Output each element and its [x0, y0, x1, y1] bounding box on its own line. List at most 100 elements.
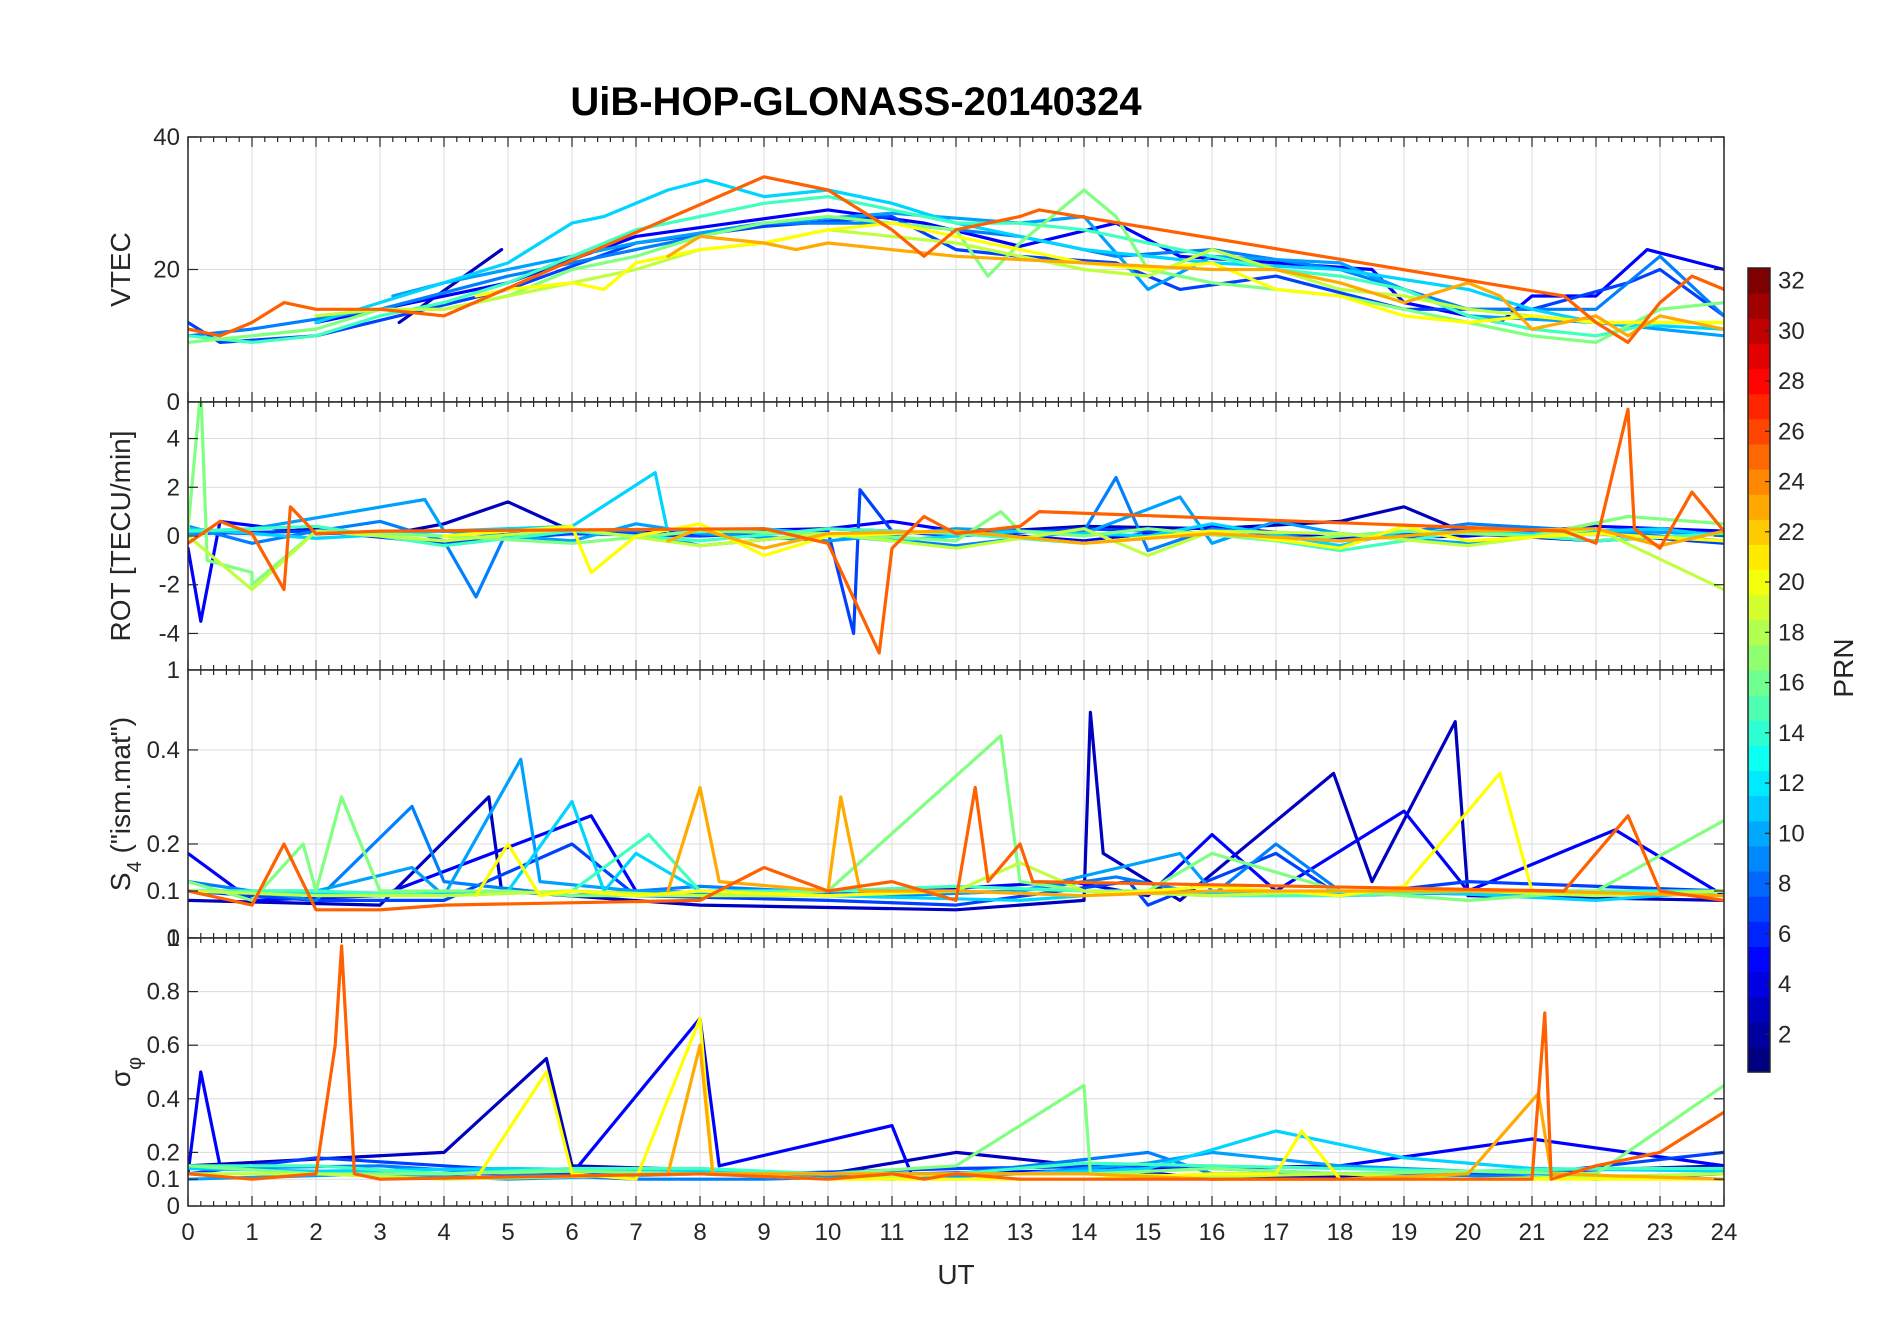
colorbar-tick-label: 8 — [1778, 871, 1791, 898]
x-tick-label: 23 — [1647, 1219, 1674, 1246]
colorbar-segment — [1748, 544, 1770, 571]
panel-vtec: 0 20 40 VTEC — [105, 124, 1725, 416]
x-tick-label: 24 — [1711, 1219, 1738, 1246]
y-axis-label: ROT [TECU/min] — [105, 430, 136, 641]
y-axis-label: σφ — [105, 1057, 146, 1087]
colorbar-segment — [1748, 1046, 1770, 1073]
colorbar-segment — [1748, 770, 1770, 797]
x-tick-label: 10 — [815, 1219, 842, 1246]
colorbar-segment — [1748, 1021, 1770, 1048]
x-tick-label: 0 — [181, 1219, 194, 1246]
x-tick-label: 13 — [1007, 1219, 1034, 1246]
colorbar-segment — [1748, 494, 1770, 520]
y-tick-label: 0.4 — [147, 1086, 180, 1113]
x-tick-label: 22 — [1583, 1219, 1610, 1246]
x-tick-label: 12 — [943, 1219, 970, 1246]
colorbar-tick-label: 20 — [1778, 569, 1805, 596]
series-line-prn-24 — [188, 407, 1724, 655]
series-line-prn-4 — [314, 208, 1724, 325]
colorbar-segment — [1748, 720, 1770, 746]
colorbar-segment — [1748, 745, 1770, 772]
colorbar-tick-label: 16 — [1778, 670, 1805, 697]
series-group — [188, 944, 1724, 1181]
colorbar-tick-label: 2 — [1778, 1021, 1791, 1048]
y-tick-label: 0.1 — [147, 1166, 180, 1193]
y-tick-label: 0 — [167, 925, 180, 952]
colorbar-segment — [1748, 519, 1770, 545]
series-line-prn-22 — [666, 527, 1724, 550]
y-tick-label: 20 — [153, 257, 180, 284]
colorbar-segment — [1748, 820, 1770, 847]
x-tick-labels: 0 1 2 3 4 5 6 7 8 9 10 11 12 13 14 15 16 17 18 19 20 21 22 23 24 — [181, 1219, 1737, 1246]
x-tick-label: 8 — [693, 1219, 706, 1246]
y-tick-label: 40 — [153, 124, 180, 151]
x-tick-label: 4 — [437, 1219, 450, 1246]
colorbar-segment — [1748, 619, 1770, 646]
colorbar-tick-label: 14 — [1778, 720, 1805, 747]
x-tick-label: 6 — [565, 1219, 578, 1246]
y-axis-label: VTEC — [105, 232, 136, 307]
y-tick-label: 1 — [167, 657, 180, 684]
series-line-prn-20 — [474, 221, 1724, 325]
series-line-prn-22 — [666, 234, 1724, 338]
y-tick-label: -2 — [159, 572, 180, 599]
x-tick-label: 9 — [757, 1219, 770, 1246]
colorbar-tick-label: 26 — [1778, 418, 1805, 445]
colorbar-segment — [1748, 971, 1770, 998]
colorbar-segment — [1748, 644, 1770, 671]
y-tick-label: 0.4 — [147, 737, 180, 764]
colorbar-segment — [1748, 418, 1770, 445]
colorbar-segment — [1748, 469, 1770, 495]
colorbar-tick-label: 24 — [1778, 469, 1805, 496]
colorbar-tick-label: 30 — [1778, 318, 1805, 345]
series-group — [188, 402, 1724, 655]
y-tick-label: -4 — [159, 620, 180, 647]
x-tick-label: 14 — [1071, 1219, 1098, 1246]
series-line-prn-24 — [188, 175, 1724, 344]
colorbar-tick-label: 10 — [1778, 820, 1805, 847]
chart-title: UiB-HOP-GLONASS-20140324 — [570, 80, 1142, 124]
colorbar-segment — [1748, 443, 1770, 470]
colorbar-tick-label: 28 — [1778, 368, 1805, 395]
x-tick-label: 18 — [1327, 1219, 1354, 1246]
y-tick-label: 0 — [167, 389, 180, 416]
colorbar-segment — [1748, 871, 1770, 897]
colorbar-tick-label: 4 — [1778, 971, 1791, 998]
colorbar-label: PRN — [1828, 638, 1859, 697]
colorbar-tick-label: 32 — [1778, 268, 1805, 295]
colorbar-tick-label: 6 — [1778, 921, 1791, 948]
series-line-prn-14 — [188, 195, 1724, 344]
colorbar-tick-label: 18 — [1778, 619, 1805, 646]
y-tick-label: 0.2 — [147, 1139, 180, 1166]
colorbar-segment — [1748, 268, 1770, 294]
y-tick-label: 0.6 — [147, 1032, 180, 1059]
y-tick-label: 4 — [167, 426, 180, 453]
x-tick-label: 11 — [880, 1219, 905, 1246]
colorbar-segment — [1748, 896, 1770, 922]
colorbar-segment — [1748, 569, 1770, 596]
colorbar-segment — [1748, 795, 1770, 822]
y-tick-label: 0.8 — [147, 979, 180, 1006]
colorbar-tick-label: 22 — [1778, 519, 1805, 546]
series-line-prn-16 — [188, 1083, 1724, 1176]
y-tick-label: 0 — [167, 523, 180, 550]
y-tick-label: 0 — [167, 1193, 180, 1220]
x-tick-label: 20 — [1455, 1219, 1482, 1246]
y-tick-label: 0.2 — [147, 831, 180, 858]
series-line-prn-4 — [188, 1016, 1724, 1176]
panel-s4: 0 0.1 0.2 0.4 1 S4 ("ism.mat") — [105, 657, 1725, 952]
series-line-prn-24 — [188, 944, 1724, 1181]
series-group — [188, 710, 1724, 912]
x-tick-label: 1 — [245, 1219, 258, 1246]
x-tick-label: 17 — [1263, 1219, 1290, 1246]
series-line-prn-18 — [314, 228, 1724, 325]
x-tick-label: 21 — [1519, 1219, 1546, 1246]
colorbar-segment — [1748, 368, 1770, 395]
colorbar-segment — [1748, 594, 1770, 621]
x-axis-label: UT — [937, 1259, 974, 1290]
series-line-prn-4 — [188, 809, 1724, 902]
y-tick-label: 0.1 — [147, 878, 180, 905]
y-tick-label: 2 — [167, 474, 180, 501]
